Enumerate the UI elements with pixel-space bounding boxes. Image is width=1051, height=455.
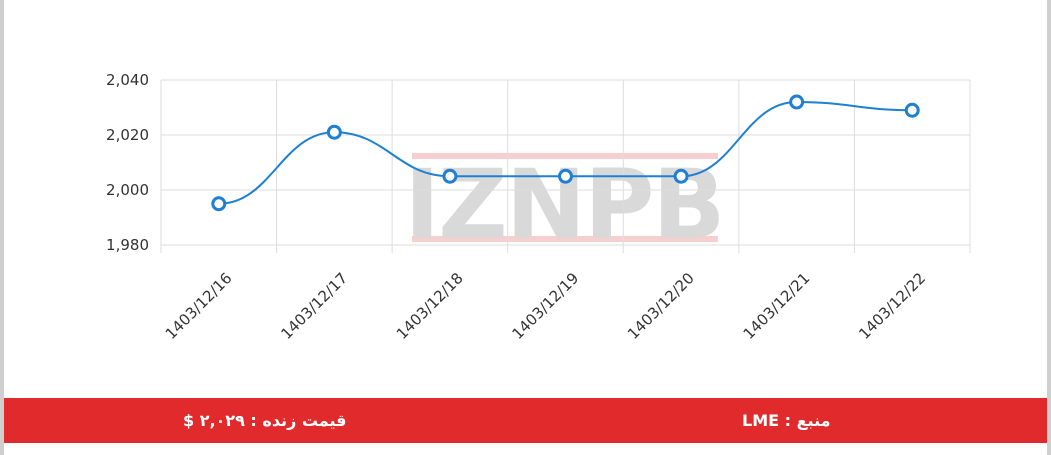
- chart-grid: [160, 79, 971, 253]
- x-tick-label: 1403/12/17: [277, 269, 351, 343]
- y-tick-label: 2,040: [106, 71, 149, 89]
- watermark-logo: IZNPB: [404, 149, 725, 261]
- svg-text:IZNPB: IZNPB: [404, 149, 723, 261]
- chart-area: IZNPB 1,980 2,000 2,020 2,040 1403/12/16 140…: [4, 0, 1047, 398]
- info-footer: قیمت زنده : ۲,۰۲۹ $ منبع : LME: [4, 398, 1047, 443]
- data-point[interactable]: [442, 168, 458, 184]
- x-axis-ticks: 1403/12/16 1403/12/17 1403/12/18 1403/12/19…: [162, 269, 929, 343]
- x-tick-label: 1403/12/16: [162, 269, 236, 343]
- series-points: [211, 94, 920, 212]
- x-tick-label: 1403/12/22: [855, 269, 929, 343]
- y-tick-label: 2,000: [106, 181, 149, 199]
- x-tick-label: 1403/12/19: [508, 269, 582, 343]
- live-price-label: قیمت زنده : ۲,۰۲۹ $: [182, 411, 347, 430]
- data-point[interactable]: [326, 124, 342, 140]
- source-label: منبع : LME: [742, 411, 831, 430]
- y-tick-label: 1,980: [106, 236, 149, 254]
- bottom-strip: [4, 443, 1047, 455]
- data-point[interactable]: [789, 94, 805, 110]
- x-tick-label: 1403/12/20: [624, 269, 698, 343]
- data-point[interactable]: [558, 168, 573, 184]
- data-point[interactable]: [211, 196, 227, 212]
- x-tick-label: 1403/12/21: [740, 269, 814, 343]
- data-point[interactable]: [673, 168, 689, 184]
- data-point[interactable]: [904, 102, 920, 118]
- y-axis-ticks: 1,980 2,000 2,020 2,040: [106, 71, 149, 254]
- y-tick-label: 2,020: [106, 126, 149, 144]
- x-tick-label: 1403/12/18: [393, 269, 467, 343]
